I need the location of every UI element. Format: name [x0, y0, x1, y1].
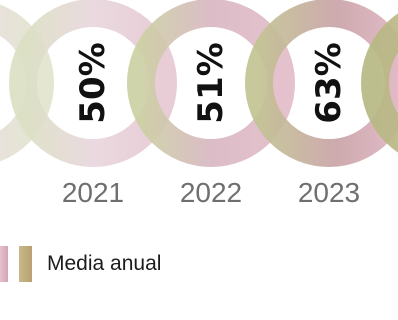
legend-swatch-2 [19, 246, 32, 282]
donut-ring-2021 [9, 0, 177, 167]
legend-swatch-1 [0, 246, 8, 282]
legend: Media anual [0, 246, 161, 282]
year-label-2022: 2022 [180, 177, 242, 208]
value-label-2022: 51% [191, 42, 231, 123]
donut-ring-2020 [0, 4, 54, 162]
year-label-2023: 2023 [298, 177, 360, 208]
legend-label-1: Media anual [47, 252, 161, 275]
donut-ring-2024 [361, 13, 398, 153]
donut-ring-2022 [127, 0, 295, 167]
year-label-2021: 2021 [62, 177, 124, 208]
value-label-2023: 63% [309, 42, 349, 123]
donut-ring-2023 [245, 0, 398, 167]
value-label-2021: 50% [73, 42, 113, 123]
